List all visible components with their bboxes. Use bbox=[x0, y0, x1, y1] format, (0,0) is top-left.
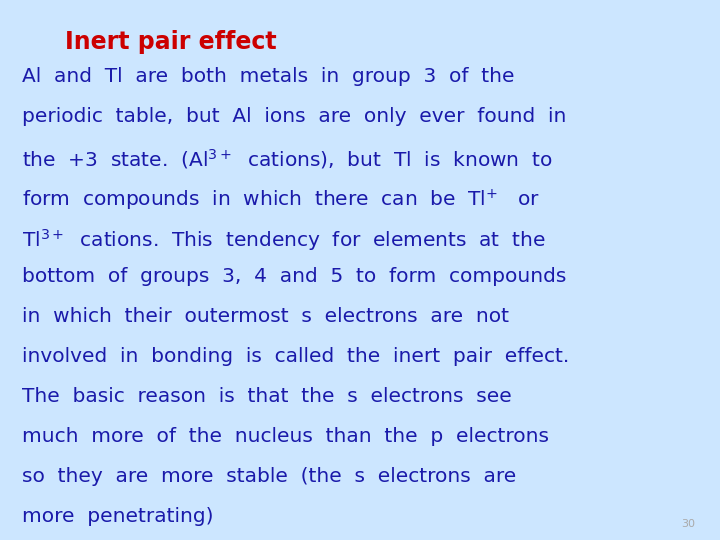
Text: more  penetrating): more penetrating) bbox=[22, 507, 213, 526]
Text: The  basic  reason  is  that  the  s  electrons  see: The basic reason is that the s electrons… bbox=[22, 387, 511, 406]
Text: involved  in  bonding  is  called  the  inert  pair  effect.: involved in bonding is called the inert … bbox=[22, 347, 569, 366]
Text: Al  and  Tl  are  both  metals  in  group  3  of  the: Al and Tl are both metals in group 3 of … bbox=[22, 68, 514, 86]
Text: much  more  of  the  nucleus  than  the  p  electrons: much more of the nucleus than the p elec… bbox=[22, 427, 549, 446]
Text: periodic  table,  but  Al  ions  are  only  ever  found  in: periodic table, but Al ions are only eve… bbox=[22, 107, 566, 126]
Text: bottom  of  groups  3,  4  and  5  to  form  compounds: bottom of groups 3, 4 and 5 to form comp… bbox=[22, 267, 566, 286]
Text: Inert pair effect: Inert pair effect bbox=[65, 30, 276, 53]
Text: the  +3  state.  (Al$^{3+}$  cations),  but  Tl  is  known  to: the +3 state. (Al$^{3+}$ cations), but T… bbox=[22, 147, 552, 171]
Text: Tl$^{3+}$  cations.  This  tendency  for  elements  at  the: Tl$^{3+}$ cations. This tendency for ele… bbox=[22, 227, 545, 253]
Text: so  they  are  more  stable  (the  s  electrons  are: so they are more stable (the s electrons… bbox=[22, 467, 516, 486]
Text: form  compounds  in  which  there  can  be  Tl$^{+}$   or: form compounds in which there can be Tl$… bbox=[22, 187, 539, 213]
Text: 30: 30 bbox=[681, 519, 695, 529]
Text: in  which  their  outermost  s  electrons  are  not: in which their outermost s electrons are… bbox=[22, 307, 508, 326]
